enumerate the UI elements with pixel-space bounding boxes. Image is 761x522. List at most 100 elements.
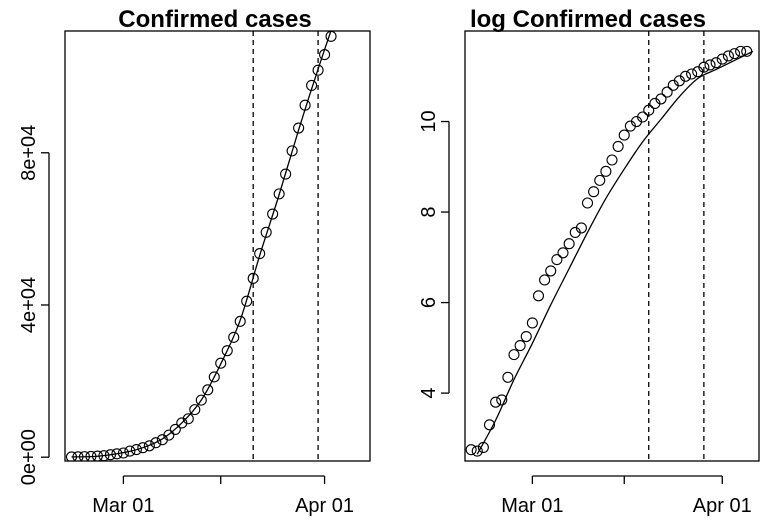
data-point: [117, 447, 129, 459]
data-point: [299, 99, 311, 111]
data-point: [490, 396, 502, 408]
data-point: [465, 444, 477, 456]
data-point: [325, 31, 337, 42]
data-point: [594, 174, 606, 186]
data-point: [98, 450, 110, 461]
data-point: [72, 451, 84, 461]
data-point: [189, 404, 201, 416]
y-tick-label: 10: [418, 110, 440, 132]
y-tick-label: 0e+00: [18, 429, 40, 485]
data-point: [686, 68, 698, 80]
fitted-curve: [476, 50, 754, 455]
plot-frame: [464, 30, 760, 462]
data-point: [643, 104, 655, 116]
data-point: [91, 450, 103, 461]
data-point: [520, 330, 532, 343]
y-tick-label: 4e+04: [18, 277, 40, 333]
data-point: [508, 349, 520, 361]
data-point: [588, 186, 600, 198]
fit-line: [476, 50, 754, 455]
data-point: [280, 168, 292, 180]
data-point: [606, 154, 618, 166]
data-point: [254, 248, 266, 260]
data-point: [247, 272, 259, 284]
x-tick-label: Apr 01: [693, 495, 752, 517]
data-point: [163, 429, 175, 441]
data-point: [169, 423, 181, 435]
data-point: [698, 61, 710, 73]
data-point: [716, 53, 728, 65]
data-point: [228, 331, 240, 343]
data-point: [581, 197, 594, 209]
data-point: [208, 371, 220, 383]
data-point: [471, 445, 483, 457]
data-point: [532, 290, 545, 302]
y-tick-label: 8e+04: [18, 125, 40, 181]
data-point: [655, 93, 667, 105]
data-point: [704, 59, 716, 71]
data-point: [234, 315, 246, 327]
data-point: [496, 394, 508, 406]
data-point: [551, 254, 563, 266]
data-point: [545, 265, 557, 277]
data-point: [735, 45, 747, 57]
data-point: [241, 295, 253, 307]
data-point: [618, 129, 630, 141]
data-point: [477, 441, 489, 453]
data-point: [195, 394, 207, 406]
y-axis: 0e+00 4e+04 8e+04: [18, 125, 50, 485]
data-point: [661, 86, 673, 98]
data-point: [65, 451, 78, 461]
data-point: [526, 317, 538, 329]
data-point: [124, 445, 136, 457]
data-point: [293, 122, 305, 134]
data-point: [286, 145, 298, 157]
log-confirmed-cases-panel: log Confirmed cases Mar 01 Apr 01 4 6 8 10: [418, 6, 760, 517]
confirmed-cases-panel: Confirmed cases Mar 01 Apr 01 0e+00 4e+04 8…: [18, 6, 371, 517]
plot-frame: [64, 30, 371, 462]
data-point: [710, 57, 722, 69]
data-point: [312, 64, 324, 76]
data-point: [575, 222, 587, 234]
data-point: [202, 384, 214, 396]
data-point: [679, 70, 692, 82]
fitted-curve: [71, 31, 332, 458]
data-point: [514, 340, 526, 352]
data-point: [215, 357, 227, 369]
data-point: [722, 50, 734, 62]
x-axis: Mar 01 Apr 01: [501, 475, 752, 517]
data-point: [502, 371, 514, 383]
fit-line: [71, 31, 332, 458]
data-point: [176, 417, 188, 429]
data-point: [78, 451, 91, 461]
data-point: [557, 247, 569, 259]
chart-title: Confirmed cases: [118, 6, 311, 33]
data-point: [612, 140, 624, 152]
data-point: [728, 48, 741, 60]
data-point: [182, 413, 194, 425]
data-point: [221, 345, 233, 357]
data-point: [137, 442, 149, 454]
y-tick-label: 6: [418, 297, 440, 308]
data-point: [306, 79, 318, 91]
data-point: [150, 437, 162, 449]
data-point: [260, 226, 272, 238]
data-point: [267, 208, 279, 220]
data-point: [637, 111, 649, 123]
x-tick-label: Mar 01: [92, 495, 154, 517]
data-point: [143, 440, 155, 452]
data-point: [104, 449, 116, 461]
data-points: [465, 45, 753, 457]
data-point: [85, 450, 97, 461]
data-point: [539, 274, 551, 286]
data-points: [65, 14, 343, 461]
y-tick-label: 4: [418, 388, 440, 399]
data-point: [563, 238, 575, 250]
data-point: [600, 165, 612, 177]
data-point: [483, 419, 496, 431]
data-point: [333, 14, 343, 24]
data-point: [741, 45, 753, 57]
x-tick-label: Mar 01: [501, 495, 563, 517]
y-axis: 4 6 8 10: [418, 110, 450, 399]
